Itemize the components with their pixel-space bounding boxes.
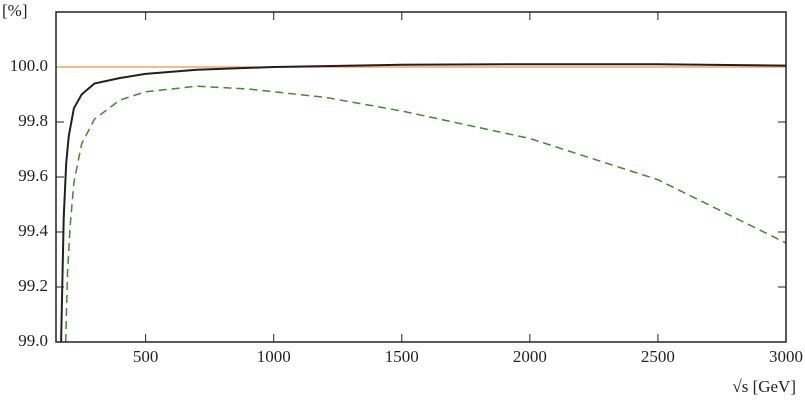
y-tick-label: 99.6 <box>18 166 48 185</box>
x-tick-label: 500 <box>133 347 159 366</box>
x-axis-label: √s [GeV] <box>732 377 796 396</box>
x-tick-label: 2000 <box>513 347 547 366</box>
y-tick-label: 99.4 <box>18 221 48 240</box>
y-axis-label: [%] <box>2 1 27 20</box>
y-tick-label: 100.0 <box>10 56 48 75</box>
plot-frame <box>55 11 787 343</box>
x-tick-label: 2500 <box>641 347 675 366</box>
series-line <box>60 63 786 342</box>
y-tick-label: 99.2 <box>18 276 48 295</box>
y-tick-label: 99.0 <box>18 331 48 350</box>
series-line <box>64 85 786 342</box>
x-tick-label: 1500 <box>385 347 419 366</box>
x-tick-label: 1000 <box>257 347 291 366</box>
y-tick-label: 99.8 <box>18 111 48 130</box>
x-tick-label: 3000 <box>769 347 803 366</box>
